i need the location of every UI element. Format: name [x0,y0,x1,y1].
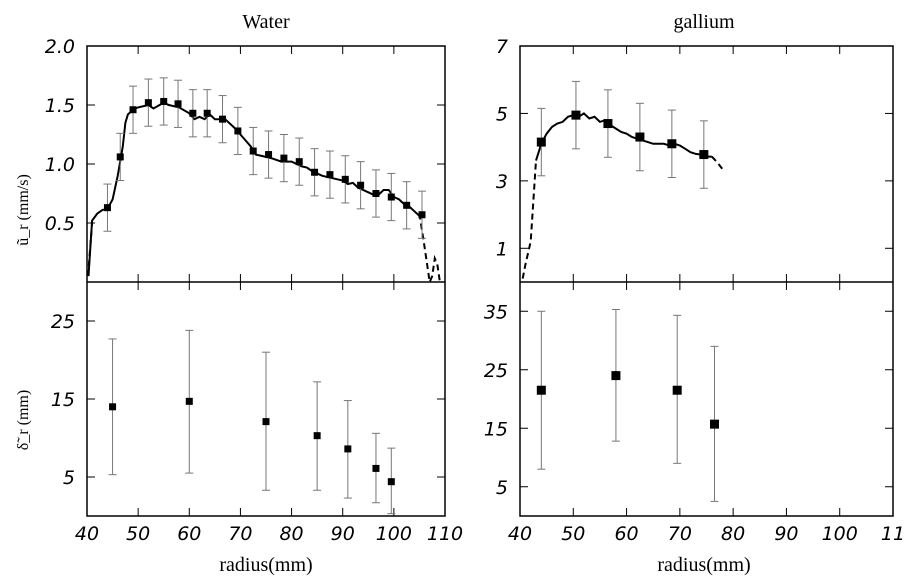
data-point [262,418,270,426]
data-point [174,100,182,108]
x-tick-label: 80 [279,523,303,545]
x-tick-label: 70 [668,523,692,545]
data-point [672,385,682,395]
y-tick-label: 5 [496,103,508,125]
x-tick-label: 50 [126,523,150,545]
water-panel-title: Water [242,11,290,33]
y-tick-label: 15 [51,389,75,411]
gallium-thickness-chart: 5 15 25 35 40 50 60 70 80 90 100 11 [484,282,905,545]
y-tick-label: 25 [484,360,508,382]
x-tick-label: 60 [614,523,638,545]
data-point [357,181,365,189]
data-point [203,109,211,117]
y-tick-label: 5 [496,477,508,499]
series-line [535,112,712,161]
x-tick-label: 40 [508,523,532,545]
x-tick-label: 90 [331,523,355,545]
data-point [709,419,719,429]
y-tick-label: 25 [51,311,75,333]
y-tick-label: 1 [496,238,508,260]
data-point [536,137,546,147]
y-tick-label: 35 [484,301,508,323]
data-point [185,397,193,405]
x-tick-label: 80 [721,523,745,545]
water-thickness-chart: 5 15 25 40 50 60 70 80 90 100 110 [51,282,463,545]
data-point [129,106,137,114]
x-tick-label: 90 [774,523,798,545]
y-tick-label: 15 [484,418,508,440]
x-tick-label: 100 [376,523,412,545]
y-tick-label: 1.0 [45,154,75,176]
data-point [387,478,395,486]
x-tick-label: 110 [427,523,463,545]
data-point [372,190,380,197]
data-point [418,211,426,219]
data-point [699,150,709,160]
y-tick-label: 0.5 [45,213,75,235]
water-velocity-chart: 0.5 1.0 1.5 2.0 [45,36,446,286]
x-tick-label: 11 [881,523,905,545]
water-delta-ylabel: δ̃_r (mm) [15,390,32,450]
data-point [160,97,168,105]
data-point [189,109,197,117]
series-line [87,101,421,277]
data-point [280,154,288,162]
y-tick-label: 1.5 [45,95,75,117]
data-point [372,464,380,472]
data-point [571,110,581,120]
series-line-dashed [87,222,94,277]
water-xlabel: radius(mm) [219,554,312,576]
x-tick-label: 50 [561,523,585,545]
data-point [311,168,319,176]
data-point [635,132,645,142]
data-point [249,147,257,155]
data-point [536,385,546,395]
gallium-velocity-chart: 1 3 5 7 [496,36,894,282]
data-point [603,119,613,129]
data-point [103,204,111,212]
y-tick-label: 7 [496,36,508,58]
gallium-panel-title: gallium [673,11,735,33]
data-point [341,175,349,183]
x-tick-label: 60 [177,523,201,545]
data-point [387,193,395,201]
y-tick-label: 5 [63,467,75,489]
gallium-xlabel: radius(mm) [657,554,750,576]
data-point [265,151,273,159]
data-point [219,115,227,123]
data-point [344,445,352,453]
data-point [313,432,321,440]
data-point [611,371,621,381]
water-u-ylabel: ũ_r (mm/s) [15,174,32,246]
data-point [326,171,334,179]
data-point [116,153,124,161]
series-line-dashed [711,155,724,170]
y-tick-label: 2.0 [45,36,75,58]
x-tick-label: 70 [228,523,252,545]
data-point [295,158,303,166]
y-tick-label: 3 [496,171,508,193]
series-line-dashed [521,160,537,279]
data-point [667,139,677,149]
data-point [234,127,242,135]
series-line-dashed [418,213,441,286]
data-point [109,403,117,411]
x-tick-label: 40 [75,523,99,545]
data-point [403,201,411,209]
data-point [144,99,152,107]
x-tick-label: 100 [822,523,858,545]
